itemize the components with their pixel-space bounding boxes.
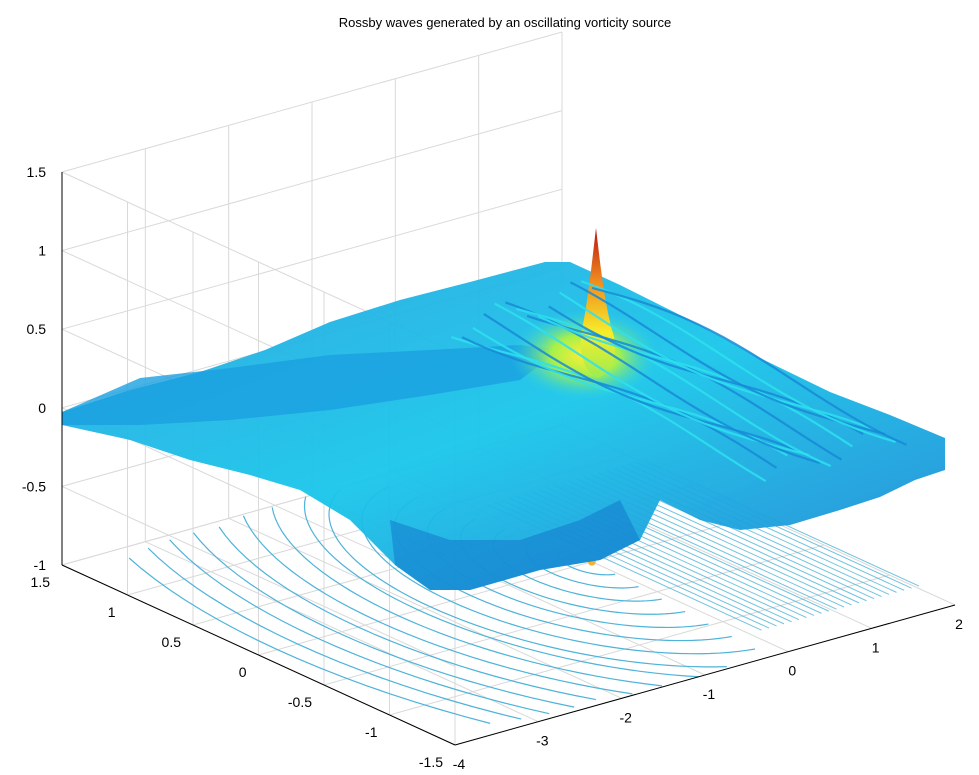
wave-crest (559, 291, 875, 431)
x-tick-label: -3 (536, 733, 549, 749)
x-tick-label: -4 (453, 756, 466, 772)
grid-line-floor-x (145, 541, 539, 723)
x-axis-ticks: -4 -3 -2 -1 0 1 2 (453, 616, 963, 772)
x-tick-label: 1 (872, 639, 880, 655)
contour-line (328, 489, 727, 668)
x-tick-label: -2 (619, 709, 632, 725)
wave-crest (580, 280, 897, 443)
contour-line (303, 496, 699, 678)
wave-crest (483, 313, 799, 452)
z-tick-label: -1 (34, 557, 47, 573)
contour-line (192, 532, 575, 708)
wave-surface (62, 228, 945, 590)
surface-trough (390, 500, 640, 590)
grid-line-back-z (61, 110, 563, 252)
z-tick-label: 0.5 (27, 321, 47, 337)
contour-line (218, 526, 596, 701)
y-tick-label: 0.5 (162, 634, 182, 650)
x-tick-label: 0 (788, 663, 796, 679)
grid-line-back-z (61, 188, 563, 330)
x-tick-label: -1 (703, 686, 716, 702)
y-tick-label: -1 (365, 724, 378, 740)
y-tick-label: 1.5 (31, 574, 51, 590)
z-tick-label: 0 (38, 400, 46, 416)
wave-crest (516, 307, 832, 468)
wave-crest (537, 314, 853, 448)
contour-line (169, 539, 550, 715)
y-tick-label: -0.5 (288, 694, 312, 710)
wave-crest (591, 286, 907, 446)
z-tick-label: -0.5 (22, 478, 46, 494)
contour-line (242, 515, 633, 695)
z-axis-ticks: -1 -0.5 0 0.5 1 1.5 (22, 164, 46, 573)
contour-line (147, 547, 522, 720)
z-tick-label: 1 (38, 243, 46, 259)
contour-line (271, 507, 663, 687)
surface-wave-crests (450, 280, 907, 483)
axis-lines (61, 172, 956, 746)
x-tick-label: 2 (955, 616, 963, 632)
grid-line-z (61, 485, 456, 667)
grid-line-back-z (61, 31, 563, 173)
y-tick-label: 1 (108, 604, 116, 620)
contour-line (128, 557, 491, 724)
surface-back-sheet (62, 262, 945, 590)
y-tick-label: -1.5 (419, 754, 443, 770)
y-axis-ticks: -1.5 -1 -0.5 0 0.5 1 1.5 (31, 574, 444, 770)
z-tick-label: 1.5 (27, 164, 47, 180)
chart-title: Rossby waves generated by an oscillating… (339, 15, 671, 30)
wave-crest (461, 336, 778, 469)
surface-ridge-left (62, 345, 560, 425)
y-tick-label: 0 (239, 664, 247, 680)
